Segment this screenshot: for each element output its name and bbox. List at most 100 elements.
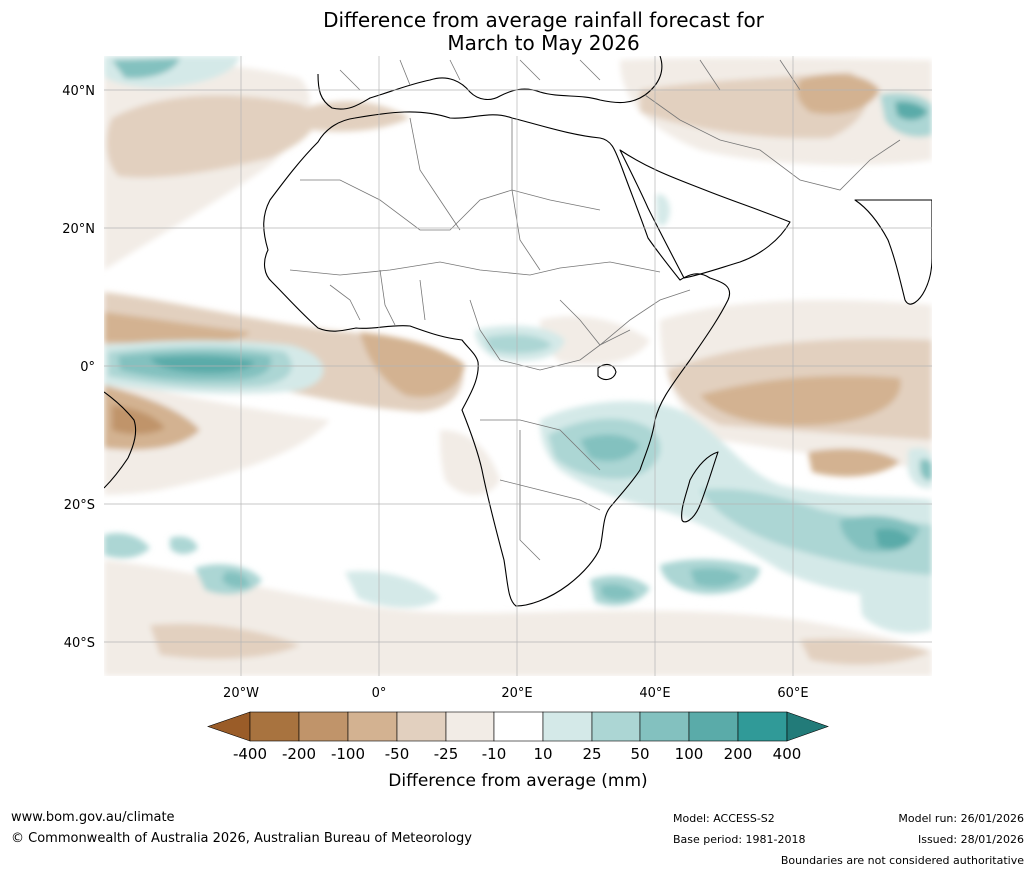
lon-label-0: 0° bbox=[372, 686, 387, 701]
footer-issued: Issued: 28/01/2026 bbox=[917, 833, 1024, 846]
chart-title: Difference from average rainfall forecas… bbox=[0, 9, 1035, 55]
lon-label-20e: 20°E bbox=[501, 686, 532, 701]
anomaly-southern-ocean-wet bbox=[860, 591, 932, 634]
border-europe bbox=[339, 59, 801, 91]
colorbar-title: Difference from average (mm) bbox=[388, 771, 647, 791]
colorbar-swatch-100-200 bbox=[688, 711, 739, 742]
lat-label-20s: 20°S bbox=[64, 498, 95, 513]
title-line-2: March to May 2026 bbox=[447, 31, 640, 55]
colorbar-swatch-m10-10 bbox=[493, 711, 544, 742]
rainfall-anomaly-field bbox=[104, 56, 932, 676]
anomaly-southern-ocean-dry bbox=[104, 560, 932, 676]
lon-label-20w: 20°W bbox=[223, 686, 259, 701]
africa-coastline bbox=[263, 111, 730, 607]
colorbar-tick-label: -25 bbox=[434, 745, 459, 763]
anomaly-south-africa-wet-core bbox=[600, 584, 636, 601]
arabia-coastline bbox=[619, 149, 791, 279]
border-southern-2 bbox=[499, 430, 601, 561]
anomaly-itcz-atlantic-wet-core bbox=[150, 355, 255, 374]
anomaly-south-atlantic-wet-2 bbox=[345, 571, 440, 608]
lat-label-20n: 20°N bbox=[62, 222, 95, 237]
colorbar-tick-label: -200 bbox=[282, 745, 316, 763]
colorbar bbox=[207, 711, 829, 742]
madagascar-coastline bbox=[681, 451, 719, 523]
anomaly-southern-ocean-dry-core bbox=[150, 623, 300, 659]
anomaly-indian-ocean-dry-core bbox=[700, 375, 901, 426]
colorbar-extend-low bbox=[207, 711, 251, 742]
border-middle-east bbox=[644, 94, 901, 191]
footer-copyright: © Commonwealth of Australia 2026, Austra… bbox=[11, 831, 472, 846]
colorbar-swatch-m25-m10 bbox=[445, 711, 495, 742]
anomaly-southern-ocean-dry-core-2 bbox=[800, 638, 930, 665]
footer-model-run: Model run: 26/01/2026 bbox=[898, 812, 1024, 825]
colorbar-tick-labels: -400 -200 -100 -50 -25 -10 10 25 50 100 … bbox=[233, 745, 801, 763]
anomaly-mozambique-wet-core bbox=[580, 434, 640, 462]
anomaly-east-africa-dry bbox=[540, 316, 650, 365]
colorbar-tick-label: 25 bbox=[582, 745, 601, 763]
south-america-coastline bbox=[104, 391, 137, 489]
colorbar-tick-label: -50 bbox=[385, 745, 410, 763]
anomaly-south-indian-wet-core bbox=[690, 568, 742, 588]
anomaly-south-atlantic-wet-core bbox=[222, 571, 250, 588]
anomaly-gulf-guinea-dry-core bbox=[360, 332, 465, 398]
colorbar-swatch-50-100 bbox=[639, 711, 690, 742]
colorbar-swatch-m400-m200 bbox=[249, 711, 300, 742]
colorbar-swatch-m50-m25 bbox=[396, 711, 447, 742]
anomaly-madagascar-wet bbox=[700, 489, 932, 575]
anomaly-south-atlantic-wet-3 bbox=[170, 536, 198, 554]
colorbar-tick-label: 50 bbox=[630, 745, 649, 763]
lon-label-40e: 40°E bbox=[639, 686, 670, 701]
anomaly-congo-wet-core bbox=[485, 334, 552, 354]
lon-label-60e: 60°E bbox=[777, 686, 808, 701]
anomaly-sw-atlantic-wet bbox=[104, 533, 150, 559]
footer-website: www.bom.gov.au/climate bbox=[11, 810, 175, 825]
colorbar-swatch-200-400 bbox=[737, 711, 788, 742]
lat-label-40n: 40°N bbox=[62, 84, 95, 99]
anomaly-southern-africa-dry bbox=[440, 430, 500, 495]
border-west-africa bbox=[329, 269, 426, 326]
anomaly-madagascar-wet-peak bbox=[875, 528, 912, 550]
title-line-1: Difference from average rainfall forecas… bbox=[323, 8, 764, 32]
europe-coastline bbox=[317, 56, 663, 110]
footer-model: Model: ACCESS-S2 bbox=[673, 812, 775, 825]
footer-disclaimer: Boundaries are not considered authoritat… bbox=[780, 854, 1024, 867]
colorbar-swatch-m200-m100 bbox=[298, 711, 349, 742]
country-borders bbox=[289, 59, 901, 561]
border-sahel bbox=[289, 261, 661, 276]
colorbar-tick-label: 10 bbox=[533, 745, 552, 763]
lat-label-eq: 0° bbox=[80, 360, 95, 375]
longitude-labels: 20°W 0° 20°E 40°E 60°E bbox=[223, 686, 809, 701]
map-area bbox=[104, 56, 932, 676]
anomaly-caspian-dry-core bbox=[797, 74, 880, 114]
graticule bbox=[104, 56, 932, 676]
lat-label-40s: 40°S bbox=[64, 636, 95, 651]
colorbar-tick-label: -400 bbox=[233, 745, 267, 763]
anomaly-arabian-wet-spot bbox=[656, 194, 670, 226]
india-coastline bbox=[854, 199, 932, 305]
colorbar-swatch-25-50 bbox=[591, 711, 641, 742]
anomaly-brazil-dry-core bbox=[112, 405, 165, 435]
footer-base-period: Base period: 1981-2018 bbox=[673, 833, 806, 846]
anomaly-guinea-dry-core bbox=[104, 312, 250, 345]
lake-victoria-coastline bbox=[597, 363, 617, 381]
anomaly-north-atlantic-wet-core bbox=[112, 58, 180, 79]
colorbar-swatch-m100-m50 bbox=[347, 711, 398, 742]
coastlines bbox=[104, 56, 932, 607]
anomaly-south-indian-dry bbox=[808, 448, 900, 477]
border-east-africa bbox=[559, 289, 691, 346]
colorbar-tick-label: 400 bbox=[773, 745, 802, 763]
colorbar-tick-label: -10 bbox=[482, 745, 507, 763]
colorbar-tick-label: 200 bbox=[724, 745, 753, 763]
border-north-africa-1 bbox=[300, 179, 601, 231]
anomaly-north-atlantic-dry-core bbox=[106, 95, 315, 178]
colorbar-tick-label: -100 bbox=[331, 745, 365, 763]
border-southern-1 bbox=[480, 419, 601, 471]
border-north-africa-2 bbox=[409, 117, 461, 231]
colorbar-tick-label: 100 bbox=[675, 745, 704, 763]
latitude-labels: 40°N 20°N 0° 20°S 40°S bbox=[62, 84, 95, 651]
colorbar-swatch-10-25 bbox=[542, 711, 593, 742]
colorbar-extend-high bbox=[786, 711, 829, 742]
anomaly-indian-ocean-wet-spot-core bbox=[920, 459, 932, 481]
anomaly-central-asia-wet-core bbox=[895, 101, 928, 120]
